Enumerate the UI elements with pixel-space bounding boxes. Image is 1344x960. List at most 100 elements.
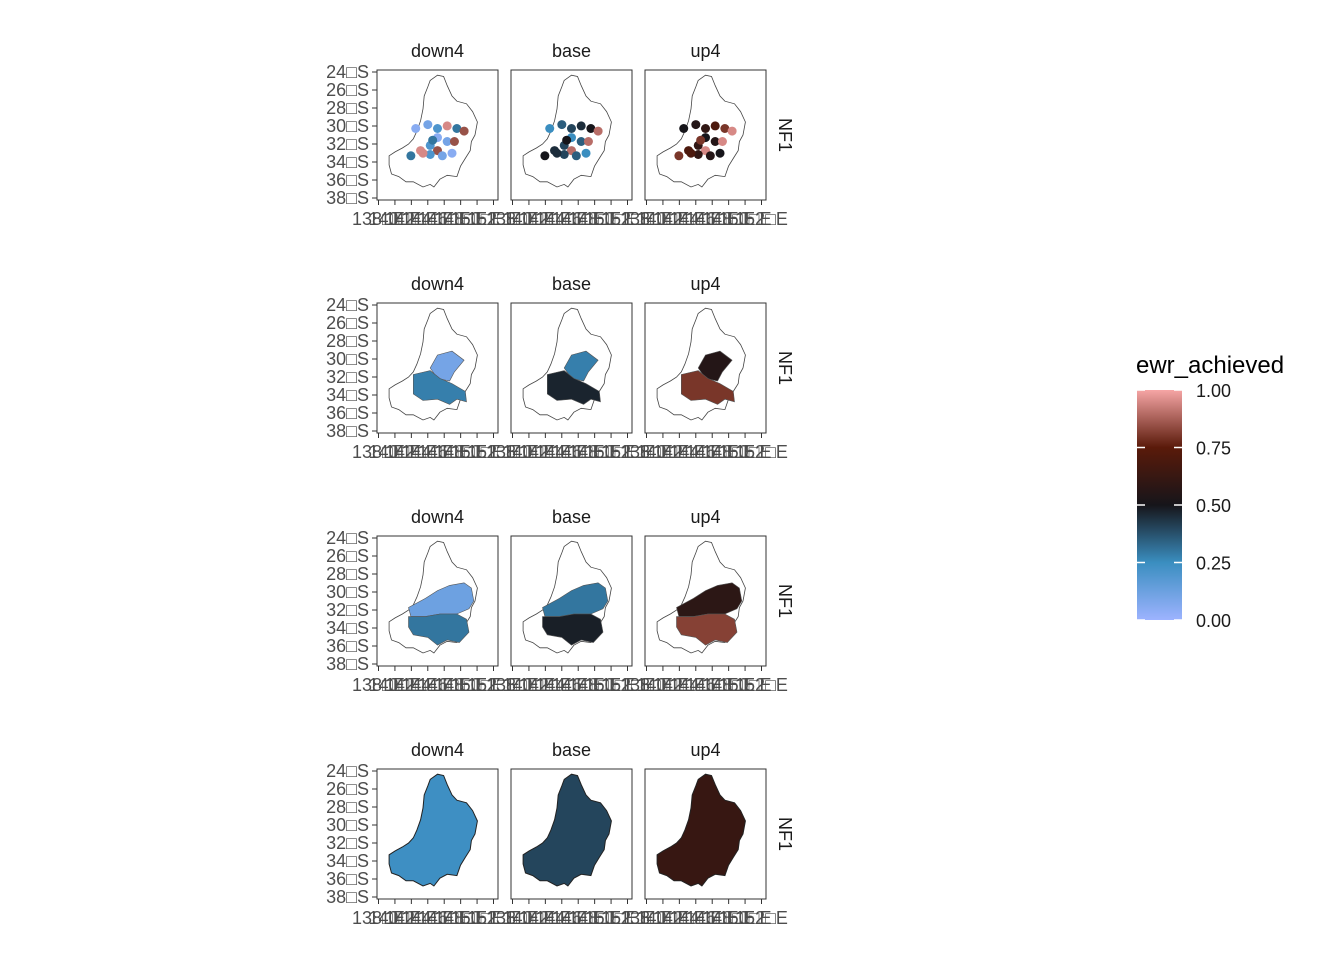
y-tick-label: 34□S (326, 618, 369, 638)
legend-tick-label: 0.50 (1196, 496, 1231, 516)
x-tick-label: 148□E (702, 442, 755, 462)
gauge-point (545, 124, 555, 133)
x-tick-label: 148□E (434, 209, 487, 229)
gauge-point (674, 151, 684, 161)
x-tick-label: 148□E (568, 442, 621, 462)
x-tick-label: 148□E (568, 908, 621, 928)
facet-strip-label: up4 (690, 274, 720, 294)
y-tick-label: 28□S (326, 331, 369, 351)
gauge-point (567, 124, 576, 133)
gauge-point (442, 137, 452, 146)
x-tick-label: 142□E (519, 908, 572, 928)
y-tick-label: 38□S (326, 654, 369, 674)
x-tick-label: 148□E (568, 209, 621, 229)
x-tick-label: 144□E (401, 442, 454, 462)
x-tick-label: 148□E (568, 675, 621, 695)
gauge-point (447, 148, 457, 158)
y-tick-label: 30□S (326, 116, 369, 136)
gauge-point (691, 120, 701, 130)
basin-outline (388, 307, 478, 421)
x-tick-label: 140□E (502, 908, 555, 928)
gauge-point (701, 124, 710, 133)
gauge-point (679, 124, 689, 133)
x-tick-label: 138□E (352, 908, 405, 928)
x-tick-label: 140□E (502, 442, 555, 462)
gauge-point (576, 121, 586, 131)
x-tick-label: 146□E (418, 675, 471, 695)
region-polygon (412, 370, 467, 405)
basin-outline (656, 540, 746, 654)
x-tick-label: 140□E (368, 209, 421, 229)
x-tick-label: 148□E (434, 908, 487, 928)
gauge-point (559, 150, 569, 159)
x-tick-label: 140□E (636, 908, 689, 928)
x-tick-label: 138□E (486, 908, 539, 928)
x-tick-label: 152□E (601, 908, 654, 928)
gauge-point (552, 148, 562, 158)
basin-outline (388, 74, 478, 188)
gauge-point (433, 124, 442, 133)
y-tick-label: 38□S (326, 188, 369, 208)
x-tick-label: 152□E (735, 908, 788, 928)
facet-strip-label: down4 (411, 740, 464, 760)
x-tick-label: 138□E (486, 209, 539, 229)
x-tick-label: 152□E (735, 675, 788, 695)
y-tick-label: 26□S (326, 779, 369, 799)
gauge-point (442, 121, 452, 131)
x-tick-label: 146□E (552, 675, 605, 695)
x-tick-label: 142□E (653, 908, 706, 928)
x-tick-label: 146□E (552, 442, 605, 462)
region-polygon (676, 613, 738, 646)
y-tick-label: 28□S (326, 564, 369, 584)
x-tick-label: 150□E (585, 209, 638, 229)
gauge-point (696, 135, 706, 145)
x-tick-label: 142□E (385, 209, 438, 229)
gauge-point (581, 148, 591, 158)
gauge-point (710, 121, 720, 131)
legend-tick-label: 1.00 (1196, 381, 1231, 401)
gauge-point (583, 137, 593, 146)
legend-title: ewr_achieved (1136, 352, 1284, 379)
y-tick-label: 34□S (326, 152, 369, 172)
x-tick-label: 146□E (686, 675, 739, 695)
legend-tick-label: 0.25 (1196, 554, 1231, 574)
x-tick-label: 152□E (601, 209, 654, 229)
row-strip-label: NF1 (775, 351, 795, 385)
x-tick-label: 144□E (669, 442, 722, 462)
basin-polygon (522, 773, 612, 887)
x-tick-label: 150□E (451, 442, 504, 462)
basin-outline (656, 307, 746, 421)
y-tick-label: 36□S (326, 170, 369, 190)
x-tick-label: 148□E (702, 908, 755, 928)
gauge-point (720, 124, 730, 133)
gauge-point (586, 124, 596, 133)
y-tick-label: 38□S (326, 421, 369, 441)
gauge-point (571, 151, 581, 161)
x-tick-label: 152□E (467, 209, 520, 229)
x-tick-label: 140□E (368, 908, 421, 928)
gauge-point (710, 137, 720, 146)
y-tick-label: 26□S (326, 313, 369, 333)
gauge-point (576, 137, 586, 146)
gauge-point (562, 135, 572, 145)
gauge-point (411, 124, 421, 133)
x-tick-label: 150□E (585, 442, 638, 462)
basin-polygon (656, 773, 746, 887)
x-tick-label: 138□E (486, 442, 539, 462)
y-tick-label: 36□S (326, 403, 369, 423)
facet-strip-label: down4 (411, 41, 464, 61)
basin-outline (522, 74, 612, 188)
region-polygon (697, 350, 733, 382)
x-tick-label: 144□E (401, 675, 454, 695)
x-tick-label: 138□E (620, 442, 673, 462)
x-tick-label: 138□E (620, 908, 673, 928)
x-tick-label: 142□E (385, 442, 438, 462)
facet-strip-label: base (552, 41, 591, 61)
x-tick-label: 152□E (735, 442, 788, 462)
x-tick-label: 150□E (451, 675, 504, 695)
gauge-point (406, 151, 416, 161)
gauge-point (449, 137, 459, 146)
x-tick-label: 140□E (368, 675, 421, 695)
gauge-point (693, 150, 703, 159)
